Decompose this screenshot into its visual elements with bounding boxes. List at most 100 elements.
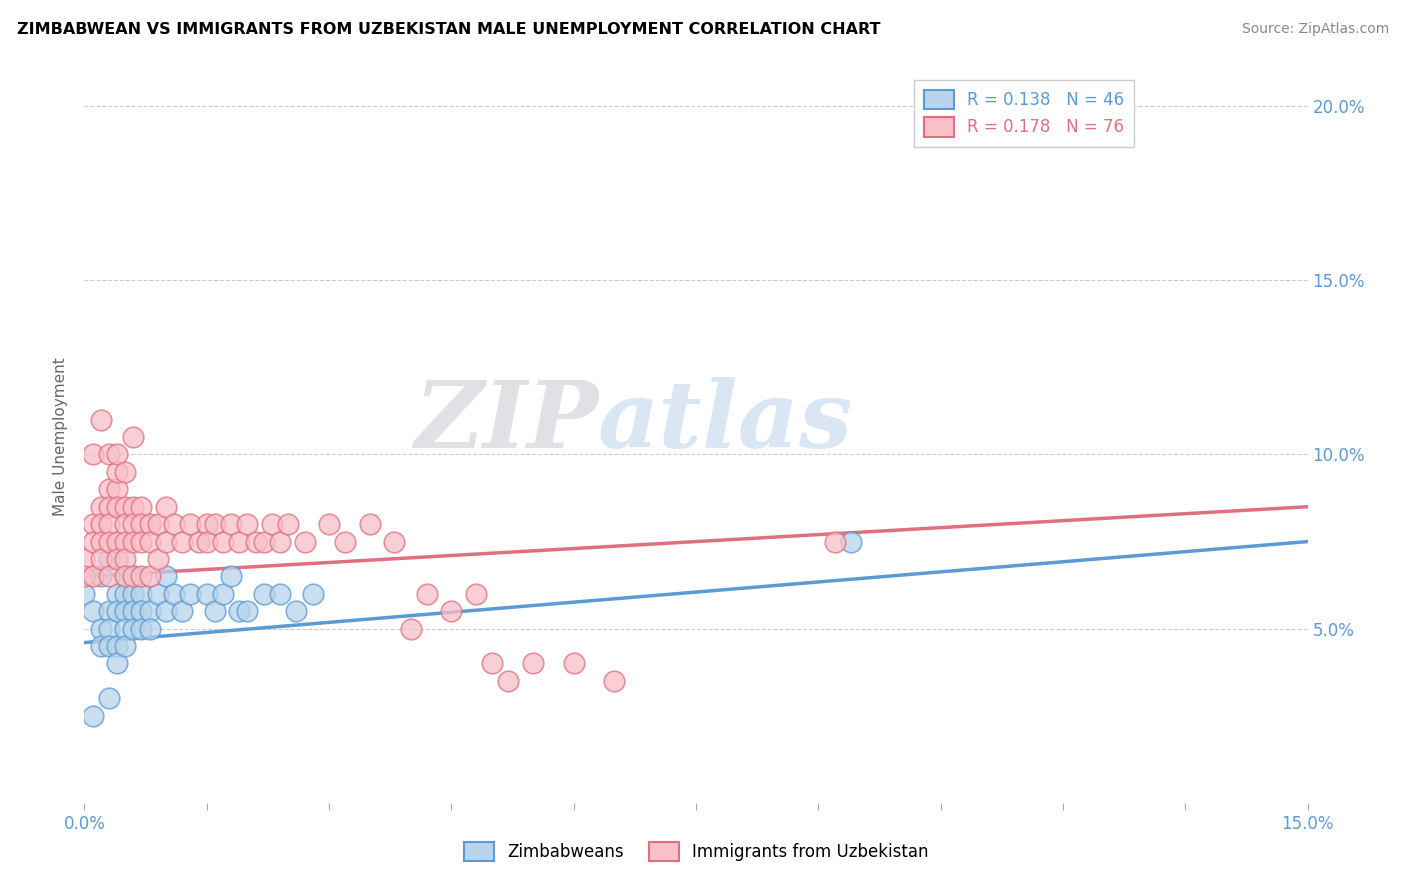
Point: [73, 569, 96, 583]
Point: [228, 604, 250, 618]
Point: [839, 534, 862, 549]
Point: [122, 622, 145, 636]
Point: [114, 587, 136, 601]
Point: [195, 587, 218, 601]
Point: [131, 622, 153, 636]
Point: [90, 517, 112, 532]
Point: [90, 412, 112, 426]
Text: Source: ZipAtlas.com: Source: ZipAtlas.com: [1241, 22, 1389, 37]
Point: [97, 448, 120, 462]
Point: [114, 622, 136, 636]
Point: [114, 569, 136, 583]
Point: [285, 604, 308, 618]
Point: [114, 604, 136, 618]
Legend: Zimbabweans, Immigrants from Uzbekistan: Zimbabweans, Immigrants from Uzbekistan: [457, 835, 935, 868]
Point: [122, 587, 145, 601]
Point: [90, 534, 112, 549]
Point: [204, 517, 226, 532]
Point: [131, 604, 153, 618]
Point: [122, 569, 145, 583]
Point: [359, 517, 381, 532]
Point: [90, 552, 112, 566]
Point: [122, 500, 145, 514]
Point: [172, 604, 194, 618]
Point: [97, 691, 120, 706]
Point: [382, 534, 405, 549]
Point: [105, 448, 128, 462]
Y-axis label: Male Unemployment: Male Unemployment: [53, 358, 69, 516]
Point: [131, 500, 153, 514]
Point: [105, 639, 128, 653]
Point: [97, 500, 120, 514]
Point: [122, 534, 145, 549]
Point: [105, 483, 128, 497]
Point: [155, 534, 177, 549]
Point: [122, 517, 145, 532]
Point: [155, 569, 177, 583]
Point: [269, 587, 291, 601]
Point: [105, 604, 128, 618]
Point: [97, 552, 120, 566]
Point: [318, 517, 340, 532]
Point: [138, 517, 160, 532]
Point: [97, 622, 120, 636]
Point: [219, 517, 242, 532]
Point: [82, 604, 104, 618]
Point: [195, 517, 218, 532]
Point: [82, 534, 104, 549]
Point: [294, 534, 316, 549]
Point: [131, 569, 153, 583]
Point: [236, 517, 259, 532]
Point: [97, 639, 120, 653]
Point: [105, 552, 128, 566]
Point: [131, 517, 153, 532]
Point: [440, 604, 463, 618]
Point: [82, 517, 104, 532]
Point: [73, 587, 96, 601]
Point: [172, 534, 194, 549]
Point: [335, 534, 357, 549]
Text: ZIMBABWEAN VS IMMIGRANTS FROM UZBEKISTAN MALE UNEMPLOYMENT CORRELATION CHART: ZIMBABWEAN VS IMMIGRANTS FROM UZBEKISTAN…: [17, 22, 880, 37]
Point: [90, 639, 112, 653]
Point: [481, 657, 503, 671]
Point: [105, 534, 128, 549]
Point: [236, 604, 259, 618]
Point: [90, 500, 112, 514]
Point: [416, 587, 439, 601]
Point: [269, 534, 291, 549]
Point: [82, 448, 104, 462]
Point: [97, 604, 120, 618]
Point: [155, 604, 177, 618]
Point: [146, 552, 169, 566]
Point: [245, 534, 267, 549]
Text: atlas: atlas: [598, 377, 853, 467]
Point: [260, 517, 283, 532]
Point: [97, 517, 120, 532]
Point: [212, 587, 235, 601]
Point: [114, 534, 136, 549]
Point: [179, 587, 201, 601]
Point: [97, 534, 120, 549]
Point: [212, 534, 235, 549]
Point: [824, 534, 846, 549]
Point: [179, 517, 201, 532]
Point: [228, 534, 250, 549]
Point: [82, 569, 104, 583]
Point: [105, 657, 128, 671]
Point: [131, 587, 153, 601]
Point: [163, 587, 186, 601]
Point: [114, 639, 136, 653]
Point: [105, 465, 128, 479]
Point: [114, 569, 136, 583]
Point: [277, 517, 299, 532]
Point: [464, 587, 486, 601]
Point: [73, 552, 96, 566]
Point: [146, 587, 169, 601]
Point: [603, 673, 626, 688]
Point: [114, 465, 136, 479]
Point: [90, 569, 112, 583]
Point: [204, 604, 226, 618]
Point: [253, 534, 276, 549]
Point: [138, 622, 160, 636]
Point: [498, 673, 520, 688]
